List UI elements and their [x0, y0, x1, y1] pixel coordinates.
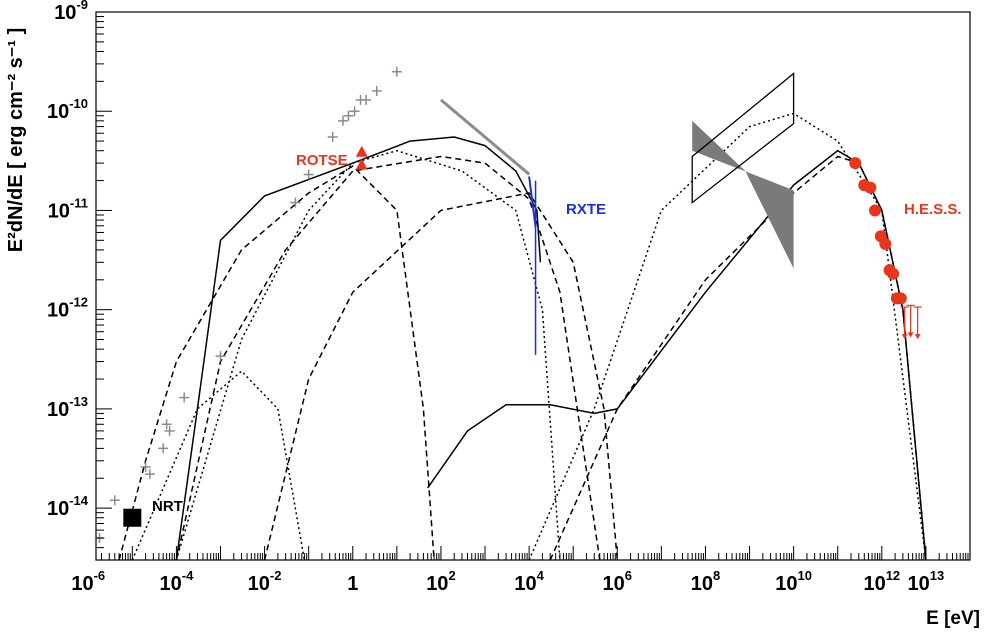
hess-upper-limit-arrow: [907, 332, 914, 338]
x-tick-label: 106: [603, 568, 632, 595]
rotse-point: [355, 145, 368, 157]
data-points: [94, 66, 922, 543]
y-tick-label: 10-9: [54, 0, 88, 24]
x-tick-label: 10-2: [248, 568, 282, 595]
x-tick-label: 10-4: [160, 568, 195, 595]
plot-border: [95, 11, 971, 561]
hess-upper-limit-arrow: [901, 334, 908, 340]
annotation-rxte: RXTE: [566, 201, 606, 218]
y-tick-label: 10-12: [47, 295, 88, 322]
x-tick-label: 1: [347, 573, 358, 595]
y-tick-label: 10-10: [47, 96, 88, 123]
y-tick-label: 10-14: [47, 493, 89, 520]
model-sync-total: [175, 136, 542, 561]
y-axis-label: E²dN/dE [ erg cm⁻² s⁻¹ ]: [5, 28, 27, 252]
model-curves: [118, 72, 927, 561]
model-sync-dashed-2: [175, 155, 601, 561]
nrt-point: [123, 508, 142, 527]
hess-point: [887, 267, 900, 280]
x-tick-label: 1012: [863, 568, 900, 595]
hess-point: [879, 237, 892, 250]
y-tick-label: 10-13: [47, 394, 88, 421]
bowtie-outline: [691, 72, 795, 204]
x-tick-label: 10-6: [71, 568, 105, 595]
hess-point: [864, 181, 877, 194]
rxte-spectrum: [528, 176, 537, 228]
y-tick-label: 10-11: [48, 195, 88, 222]
model-sync-dashed-1: [118, 165, 435, 561]
model-dotted-low: [131, 370, 306, 561]
hess-point: [868, 204, 881, 217]
model-dotted-mid: [175, 149, 561, 561]
rotse-point: [355, 158, 368, 170]
x-tick-label: 1013: [908, 568, 945, 595]
x-tick-label: 108: [691, 568, 720, 595]
x-axis-label: E [eV]: [926, 608, 980, 629]
x-tick-label: 102: [426, 568, 455, 595]
model-sync-dashed-3: [263, 192, 619, 561]
annotation-hess: H.E.S.S.: [904, 201, 962, 218]
hess-point: [894, 292, 907, 305]
axis-ticks: 10-6 10-4 10-2 1 102 104 106 108 1010 1012 1013 10-…: [47, 0, 969, 595]
x-tick-label: 1010: [775, 568, 812, 595]
annotation-rotse: ROTSE: [296, 152, 348, 169]
annotation-nrt: NRT: [152, 498, 183, 515]
plot-frame: [95, 11, 971, 561]
hess-upper-limit-arrow: [914, 334, 921, 340]
hess-point: [849, 157, 862, 170]
x-tick-label: 104: [514, 568, 544, 595]
archival-spectrum: [439, 98, 531, 176]
bowtie-filled: [692, 120, 794, 269]
